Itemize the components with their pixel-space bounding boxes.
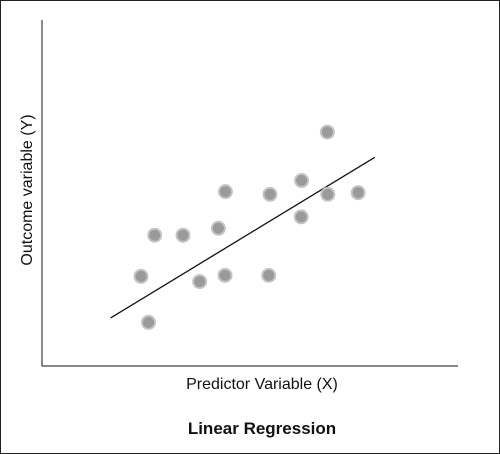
data-point-5: [192, 274, 208, 290]
regression-line: [110, 156, 376, 319]
data-point-7: [217, 267, 233, 283]
data-point-9: [261, 267, 277, 283]
data-point-4: [175, 227, 191, 243]
data-point-10: [262, 186, 278, 202]
x-axis-label: Predictor Variable (X): [186, 376, 338, 393]
data-point-15: [350, 185, 366, 201]
data-point-2: [140, 314, 156, 330]
data-point-6: [210, 220, 226, 236]
data-point-13: [319, 124, 335, 140]
data-point-12: [294, 173, 310, 189]
data-points: [133, 124, 366, 330]
chart-title: Linear Regression: [188, 419, 336, 438]
data-point-1: [133, 268, 149, 284]
data-point-11: [293, 209, 309, 225]
data-point-14: [320, 186, 336, 202]
y-axis-label: Outcome variable (Y): [19, 114, 36, 265]
data-point-8: [217, 184, 233, 200]
axes: [41, 20, 458, 367]
data-point-3: [147, 227, 163, 243]
